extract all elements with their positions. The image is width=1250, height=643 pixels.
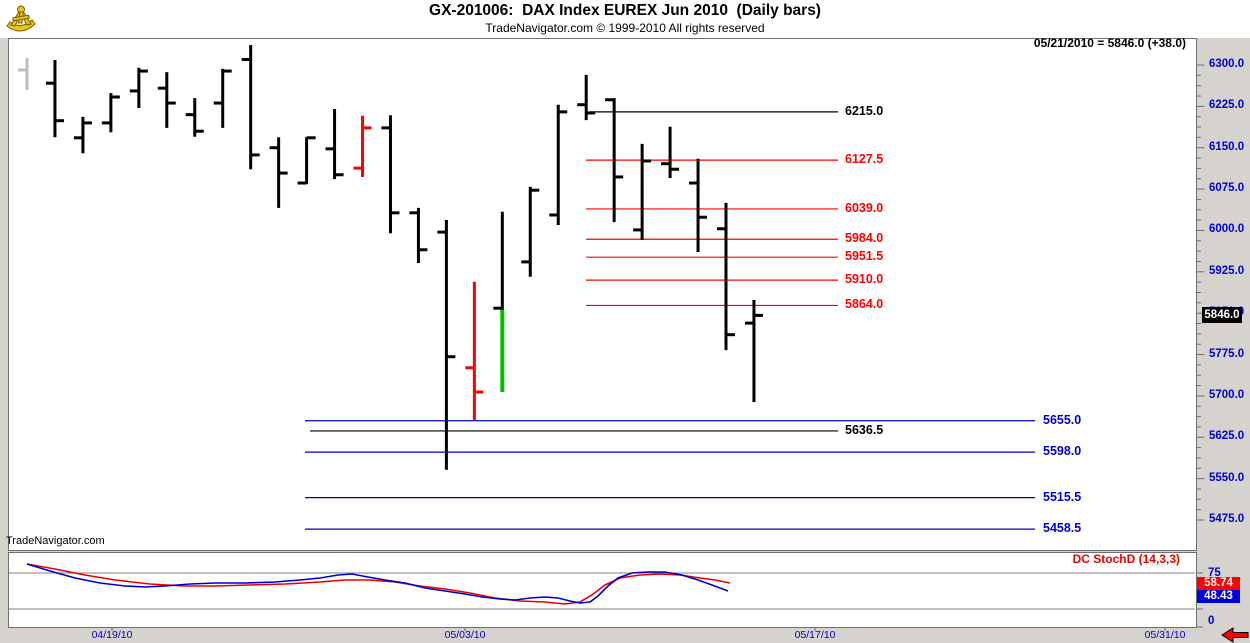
y-axis-label: 6300.0 — [1209, 58, 1245, 70]
level-label: 5910.0 — [845, 272, 884, 287]
stochastic-panel[interactable] — [8, 552, 1197, 628]
y-axis-label: 5925.0 — [1209, 264, 1245, 277]
y-axis-label: 6150.0 — [1209, 140, 1245, 153]
level-label: 5984.0 — [845, 231, 884, 246]
price-chart-panel[interactable] — [8, 38, 1197, 551]
level-label: 6127.5 — [845, 152, 884, 167]
stoch-axis-label: 75 — [1208, 567, 1221, 579]
date-label: 04/19/10 — [91, 629, 133, 641]
level-label: 5598.0 — [1043, 444, 1082, 459]
level-label: 5636.5 — [845, 422, 884, 437]
page-title: GX-201006: DAX Index EUREX Jun 2010 (Dai… — [429, 2, 821, 19]
indicator-label: DC StochD (14,3,3) — [1072, 552, 1180, 566]
scroll-left-arrow[interactable] — [1221, 627, 1249, 643]
level-label: 6215.0 — [845, 103, 884, 118]
level-label: 5864.0 — [845, 297, 884, 312]
date-label: 05/03/10 — [444, 629, 486, 641]
y-axis-label: 6000.0 — [1209, 223, 1245, 236]
level-label: 5515.5 — [1043, 489, 1082, 504]
y-axis-label: 5625.0 — [1209, 430, 1245, 443]
y-axis-label: 5775.0 — [1209, 347, 1245, 360]
title-band — [0, 0, 1250, 38]
level-label: 5655.0 — [1043, 412, 1082, 427]
y-axis-label: 5550.0 — [1209, 471, 1245, 484]
level-label: 6039.0 — [845, 200, 884, 215]
level-label: 5951.5 — [845, 249, 884, 264]
last-price-badge: 5846.0 — [1202, 307, 1242, 324]
date-label: 05/17/10 — [794, 629, 836, 641]
y-axis-label: 5475.0 — [1209, 512, 1245, 525]
stoch-value-badge-blue: 48.43 — [1197, 590, 1240, 603]
y-axis-label: 6075.0 — [1209, 182, 1245, 195]
stoch-axis-label: 0 — [1208, 615, 1215, 627]
date-label: 05/31/10 — [1144, 629, 1186, 641]
stoch-value-badge-red: 58.74 — [1197, 577, 1240, 590]
y-axis-label: 6225.0 — [1209, 99, 1245, 112]
last-quote-readout: 05/21/2010 = 5846.0 (+38.0) — [1033, 36, 1186, 50]
level-label: 5458.5 — [1043, 521, 1082, 536]
copyright-subtitle: TradeNavigator.com © 1999-2010 All right… — [485, 21, 765, 35]
chart-watermark: TradeNavigator.com — [6, 535, 105, 547]
y-axis-label: 5700.0 — [1209, 388, 1245, 401]
tradenavigator-logo-icon — [4, 3, 38, 41]
